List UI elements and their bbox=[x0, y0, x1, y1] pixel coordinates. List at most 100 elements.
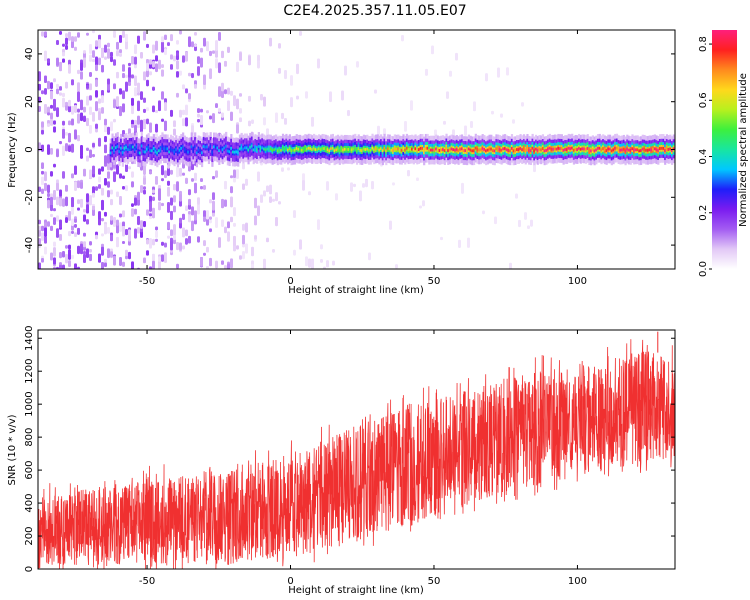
spectrogram-cell bbox=[176, 241, 179, 251]
spectrogram-cell bbox=[59, 86, 62, 91]
ridge-cell bbox=[156, 151, 159, 155]
spectrogram-cell bbox=[293, 210, 296, 219]
spectrogram-cell bbox=[77, 227, 80, 235]
ridge-cell bbox=[183, 148, 186, 152]
spectrogram-cell bbox=[74, 129, 77, 140]
spectrogram-cell bbox=[530, 219, 533, 227]
spectrogram-cell bbox=[47, 193, 50, 198]
ridge-cell bbox=[161, 145, 164, 149]
spectrogram-cell bbox=[284, 118, 287, 125]
spectrogram-cell bbox=[41, 162, 44, 170]
spectrogram-cell bbox=[92, 142, 95, 148]
spectrogram-cell bbox=[170, 240, 173, 251]
spectrogram-cell bbox=[59, 61, 62, 72]
spectrogram-cell bbox=[185, 88, 188, 94]
ridge-cell bbox=[302, 148, 305, 152]
spectrogram-cell bbox=[122, 221, 125, 227]
spectrogram-cell bbox=[74, 36, 77, 42]
spectrogram-cell bbox=[38, 105, 41, 112]
spectrogram-cell bbox=[125, 40, 128, 50]
spectrogram-cell bbox=[86, 155, 89, 162]
spectrogram-cell bbox=[44, 182, 47, 192]
spectrogram-cell bbox=[518, 219, 521, 228]
spectrogram-cell bbox=[233, 95, 236, 107]
spectrogram-cell bbox=[326, 260, 329, 268]
ridge-cell bbox=[268, 147, 271, 151]
spectrogram-cell bbox=[236, 169, 239, 179]
y-tick-label: 0 bbox=[24, 146, 35, 152]
ridge-cell bbox=[275, 147, 278, 151]
spectrogram-cell bbox=[107, 190, 110, 198]
spectrogram-cell bbox=[107, 248, 110, 259]
spectrogram-cell bbox=[62, 43, 65, 47]
ridge-cell bbox=[540, 148, 543, 152]
spectrogram-cell bbox=[149, 122, 152, 133]
spectrogram-cell bbox=[257, 171, 260, 182]
ridge-cell bbox=[216, 146, 219, 150]
ridge-cell bbox=[154, 150, 157, 153]
spectrogram-cell bbox=[185, 51, 188, 62]
x-tick-label: 100 bbox=[568, 576, 587, 587]
spectrogram-cell bbox=[134, 75, 137, 87]
spectrogram-cell bbox=[38, 225, 41, 231]
spectrogram-cell bbox=[173, 120, 176, 128]
ridge-cell bbox=[300, 148, 304, 152]
spectrogram-cell bbox=[215, 40, 218, 51]
spectrogram-cell bbox=[422, 200, 425, 207]
spectrogram-cell bbox=[455, 52, 458, 61]
ridge-cell bbox=[218, 149, 221, 153]
spectrogram-cell bbox=[122, 73, 125, 79]
spectrogram-cell bbox=[179, 217, 182, 224]
spectrogram-cell bbox=[419, 205, 422, 209]
ridge-cell bbox=[488, 147, 491, 151]
spectrogram-cell bbox=[194, 172, 197, 181]
spectrogram-cell bbox=[152, 196, 155, 201]
spectrogram-cell bbox=[65, 132, 68, 136]
spectrogram-cell bbox=[188, 235, 191, 244]
spectrogram-cell bbox=[215, 170, 218, 178]
spectrogram-cell bbox=[320, 244, 323, 250]
ridge-cell bbox=[517, 148, 520, 152]
ridge-cell bbox=[257, 144, 260, 148]
ridge-cell bbox=[307, 146, 310, 150]
spectrogram-cell bbox=[164, 120, 167, 132]
spectrogram-cell bbox=[230, 175, 233, 179]
spectrogram-cell bbox=[68, 244, 71, 250]
ridge-cell bbox=[233, 150, 236, 154]
spectrogram-cell bbox=[188, 189, 191, 196]
ridge-cell bbox=[297, 147, 300, 151]
spectrogram-cell bbox=[524, 212, 527, 220]
spectrogram-cell bbox=[65, 143, 68, 152]
ridge-cell bbox=[331, 146, 335, 150]
ridge-cell bbox=[634, 148, 638, 152]
spectrogram-cell bbox=[149, 238, 152, 249]
spectrogram-cell bbox=[218, 108, 221, 113]
spectrogram-cell bbox=[125, 81, 128, 92]
ridge-cell bbox=[369, 148, 372, 152]
x-tick-label: 50 bbox=[428, 576, 441, 587]
spectrogram-cell bbox=[242, 223, 245, 231]
ridge-cell bbox=[340, 147, 343, 151]
spectrogram-cell bbox=[209, 199, 212, 204]
spectrogram-cell bbox=[62, 51, 65, 57]
spectrogram-cell bbox=[200, 185, 203, 190]
spectrogram-cell bbox=[53, 163, 56, 168]
ridge-cell bbox=[157, 149, 161, 153]
spectrogram-cell bbox=[260, 194, 263, 203]
spectrogram-cell bbox=[176, 40, 179, 45]
spectrogram-cell bbox=[101, 199, 104, 211]
spectrogram-cell bbox=[407, 169, 410, 177]
spectrogram-cell bbox=[149, 63, 152, 69]
ridge-cell bbox=[333, 149, 336, 153]
spectrogram-cell bbox=[173, 55, 176, 62]
spectrogram-cell bbox=[188, 198, 191, 206]
spectrogram-cell bbox=[80, 249, 83, 255]
spectrogram-cell bbox=[227, 231, 230, 242]
ridge-cell bbox=[361, 149, 364, 153]
spectrogram-cell bbox=[86, 204, 89, 212]
spectrogram-cell bbox=[77, 113, 80, 124]
ridge-cell bbox=[312, 146, 316, 150]
ridge-cell bbox=[591, 148, 594, 152]
ridge-cell bbox=[662, 146, 665, 150]
spectrogram-cell bbox=[269, 196, 272, 203]
